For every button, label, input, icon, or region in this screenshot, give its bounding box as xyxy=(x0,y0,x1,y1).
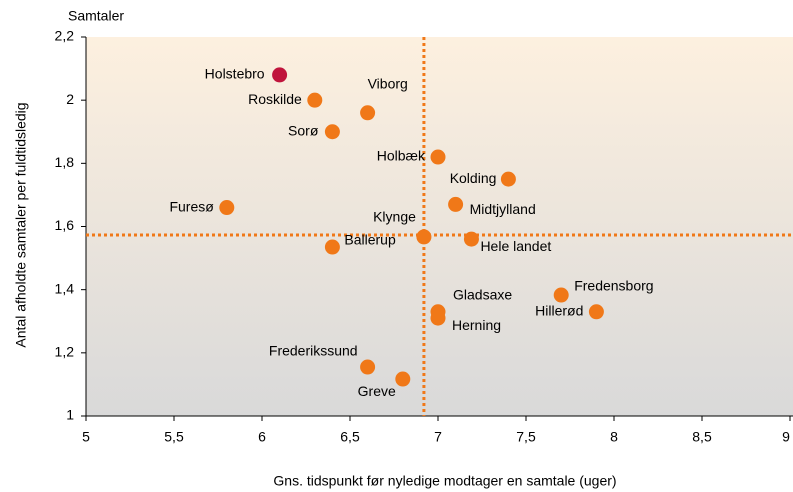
point xyxy=(588,304,604,320)
x-tick-label: 7,5 xyxy=(516,429,536,445)
point xyxy=(324,124,340,140)
y-tick-label: 1,4 xyxy=(55,280,75,296)
point xyxy=(360,359,376,375)
point xyxy=(430,149,446,165)
point-label: Frederikssund xyxy=(269,343,358,359)
point-label: Roskilde xyxy=(248,91,302,107)
point-label: Gladsaxe xyxy=(453,286,512,302)
y-axis-title: Antal afholdte samtaler per fuldtidsledi… xyxy=(13,102,29,347)
x-tick-label: 5,5 xyxy=(164,429,184,445)
point xyxy=(272,67,288,83)
point-label: Ballerup xyxy=(344,232,396,248)
x-tick-label: 6,5 xyxy=(340,429,360,445)
point xyxy=(324,239,340,255)
y-tick-label: 1,6 xyxy=(55,217,75,233)
point-label: Holbæk xyxy=(377,148,426,164)
x-tick-label: 6 xyxy=(258,429,266,445)
x-tick-label: 8 xyxy=(610,429,618,445)
x-tick-label: 8,5 xyxy=(692,429,712,445)
point xyxy=(395,371,411,387)
plot-area xyxy=(86,37,793,416)
point-label: Fredensborg xyxy=(574,278,653,294)
point xyxy=(416,229,432,245)
point-label: Klynge xyxy=(373,209,416,225)
x-tick-label: 7 xyxy=(434,429,442,445)
y-tick-label: 1 xyxy=(66,407,74,423)
point-label: Furesø xyxy=(169,198,214,214)
point-label: Hillerød xyxy=(535,302,583,318)
point-label: Herning xyxy=(452,317,501,333)
point xyxy=(307,92,323,108)
point-label: Sorø xyxy=(288,122,319,138)
point-label: Viborg xyxy=(368,76,408,92)
point xyxy=(430,310,446,326)
point xyxy=(500,171,516,187)
point xyxy=(463,231,479,247)
x-tick-label: 9 xyxy=(782,429,790,445)
point-label: Midtjylland xyxy=(470,201,536,217)
point-label: Hele landet xyxy=(480,238,551,254)
y-tick-label: 2,2 xyxy=(55,28,75,44)
point xyxy=(360,105,376,121)
point-label: Greve xyxy=(358,383,396,399)
point-label: Kolding xyxy=(450,170,497,186)
point xyxy=(553,287,569,303)
y-unit-label: Samtaler xyxy=(68,8,124,24)
x-tick-label: 5 xyxy=(82,429,90,445)
point xyxy=(219,200,235,216)
x-axis-title: Gns. tidspunkt før nyledige modtager en … xyxy=(273,473,616,489)
y-tick-label: 1,8 xyxy=(55,154,75,170)
y-tick-label: 2 xyxy=(66,91,74,107)
y-tick-label: 1,2 xyxy=(55,344,75,360)
point-label: Holstebro xyxy=(205,66,265,82)
point xyxy=(448,196,464,212)
